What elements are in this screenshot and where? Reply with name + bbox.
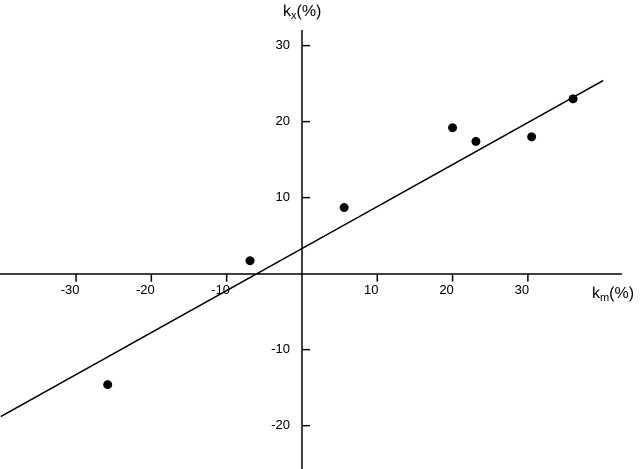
y-tick-label: -20 [271, 417, 290, 432]
point [527, 132, 537, 142]
point [448, 123, 458, 133]
point [568, 94, 578, 104]
x-tick-label: 30 [515, 282, 529, 297]
point [339, 203, 349, 213]
y-label-sub: x [291, 10, 297, 22]
y-label-unit: (%) [297, 3, 322, 20]
point [471, 136, 481, 146]
x-tick-label: -30 [61, 282, 80, 297]
point [103, 380, 113, 390]
y-axis-label: kx(%) [283, 3, 321, 22]
fit-line [0, 79, 604, 418]
y-label-base: k [283, 3, 292, 20]
x-label-unit: (%) [609, 285, 634, 302]
x-tick-label: -10 [211, 282, 230, 297]
y-tick-label: -10 [271, 341, 290, 356]
x-label-sub: m [600, 292, 609, 304]
y-tick-label: 30 [275, 37, 289, 52]
x-tick-label: 20 [439, 282, 453, 297]
x-tick-label: 10 [364, 282, 378, 297]
y-tick-label: 10 [275, 189, 289, 204]
point [245, 256, 255, 266]
y-tick-label: 20 [275, 113, 289, 128]
x-axis-label: km(%) [592, 285, 634, 304]
x-tick-label: -20 [136, 282, 155, 297]
x-label-base: k [592, 285, 601, 302]
